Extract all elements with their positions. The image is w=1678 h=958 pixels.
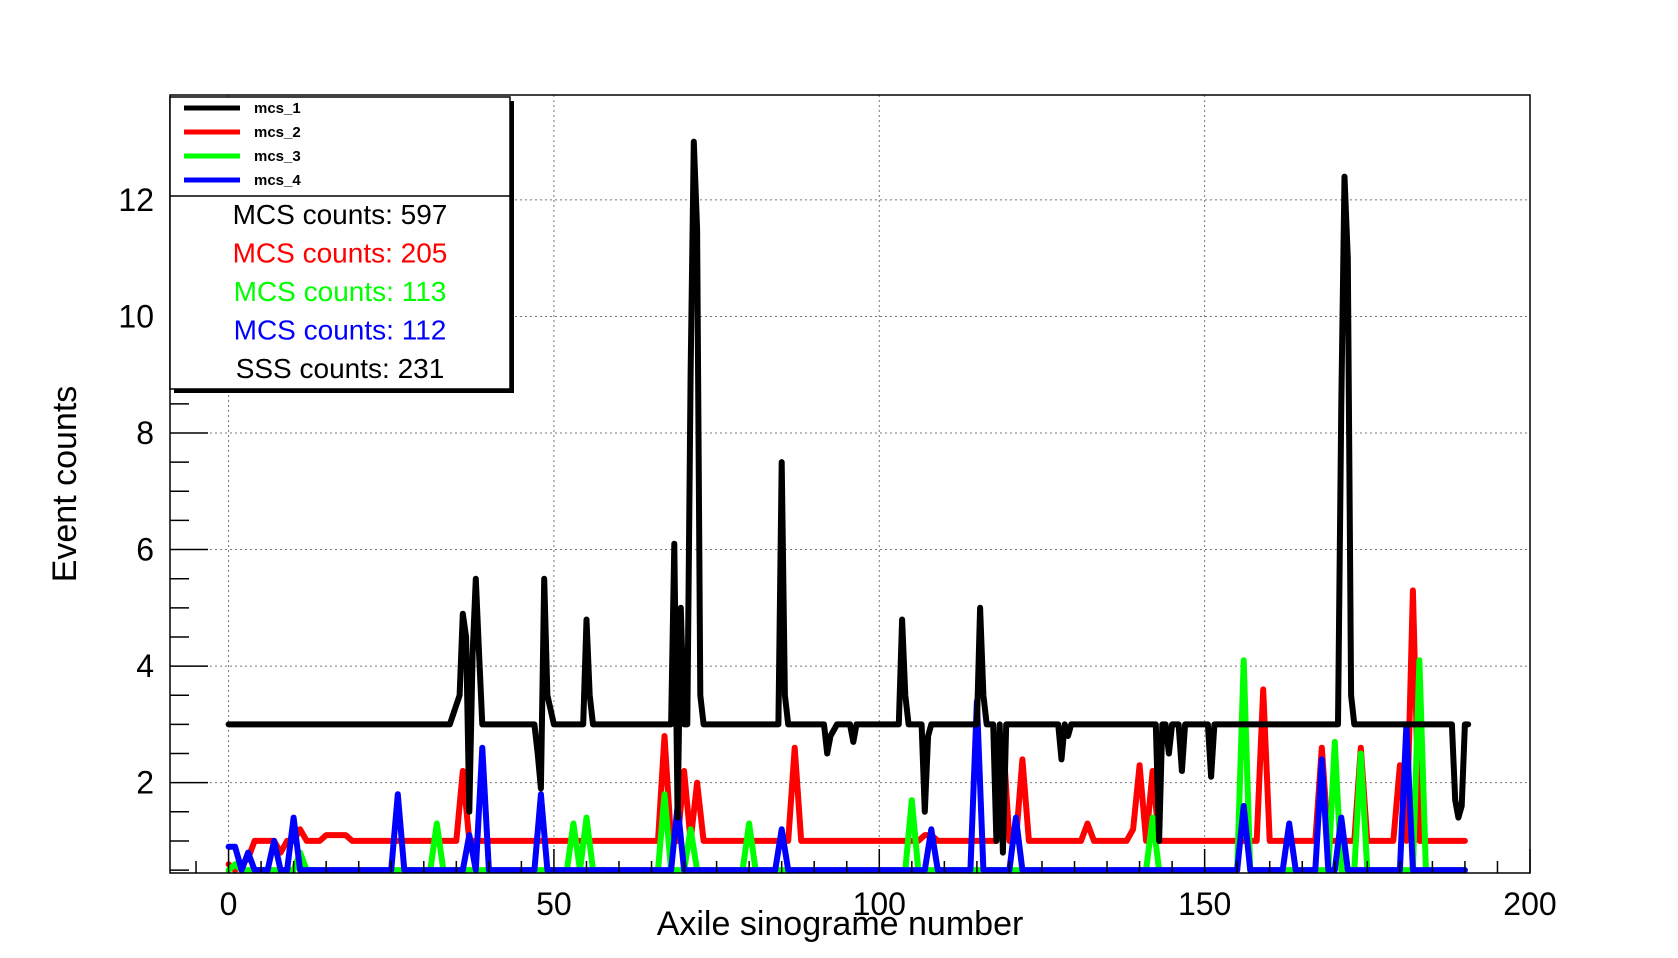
series-line-mcs_2: [229, 590, 1465, 870]
y-tick-label: 12: [118, 182, 154, 218]
stats-line: MCS counts: 112: [234, 315, 447, 346]
y-tick-label: 4: [136, 648, 154, 684]
x-tick-label: 150: [1178, 886, 1231, 922]
stats-line: SSS counts: 231: [236, 353, 445, 384]
stats-line: MCS counts: 205: [233, 238, 448, 269]
y-tick-label: 8: [136, 415, 154, 451]
legend-label-mcs_3: mcs_3: [254, 148, 301, 165]
y-tick-label: 2: [136, 765, 154, 801]
legend-label-mcs_4: mcs_4: [254, 172, 301, 189]
stats-line: MCS counts: 113: [234, 276, 447, 307]
x-tick-label: 200: [1503, 886, 1556, 922]
y-tick-label: 10: [118, 298, 154, 334]
x-axis-title: Axile sinograme number: [657, 905, 1024, 943]
legend: mcs_1 mcs_2 mcs_3 mcs_4 MCS counts: 597 MCS c…: [170, 97, 514, 393]
legend-label-mcs_1: mcs_1: [254, 100, 301, 117]
y-tick-label: 6: [136, 532, 154, 568]
y-axis-title: Event counts: [46, 386, 84, 583]
x-tick-label: 50: [536, 886, 572, 922]
x-tick-label: 0: [220, 886, 238, 922]
stats-line: MCS counts: 597: [233, 199, 448, 230]
legend-label-mcs_2: mcs_2: [254, 124, 301, 141]
